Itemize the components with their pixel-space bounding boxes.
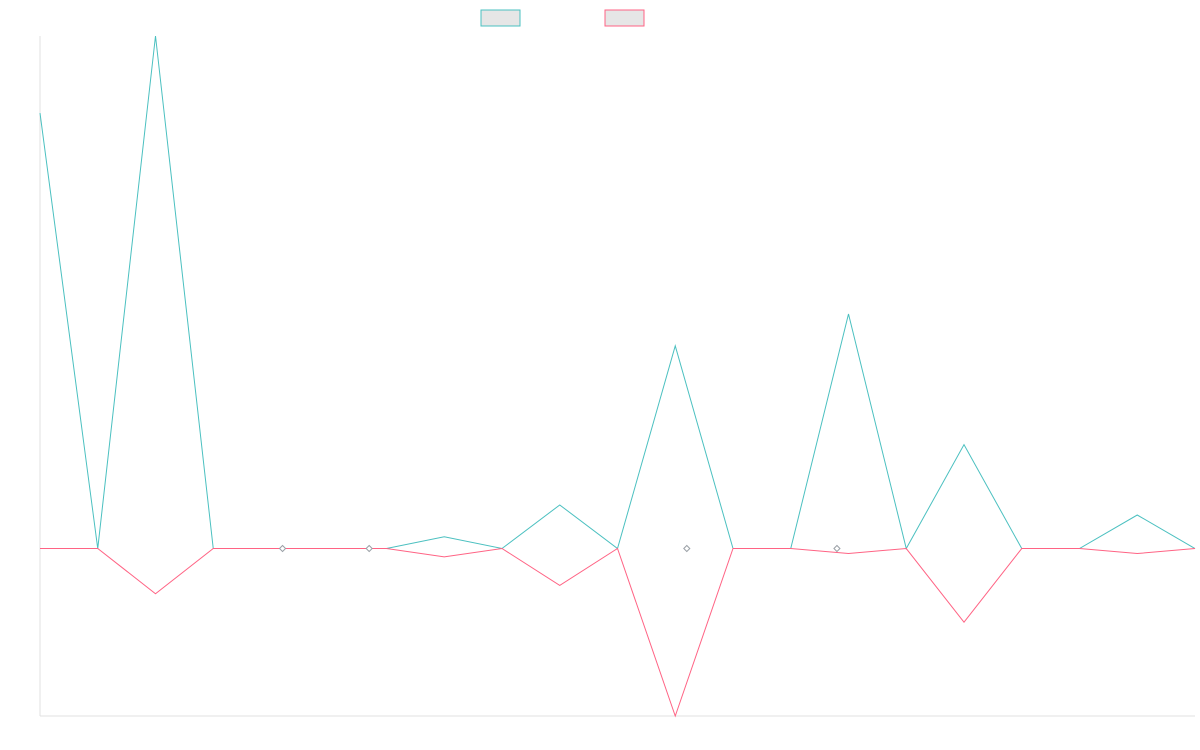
legend bbox=[480, 9, 645, 27]
series-line-1 bbox=[39, 35, 1196, 550]
axes bbox=[39, 36, 1195, 717]
series-line-2 bbox=[40, 547, 1196, 718]
series-layer bbox=[39, 35, 1196, 718]
legend-swatch-2[interactable] bbox=[604, 9, 645, 27]
baseline-marker-4[interactable] bbox=[833, 544, 841, 553]
baseline-marker-1[interactable] bbox=[278, 544, 287, 553]
legend-swatch-1[interactable] bbox=[480, 9, 521, 27]
baseline-marker-2[interactable] bbox=[365, 544, 373, 553]
baseline-marker-3[interactable] bbox=[683, 544, 691, 553]
markers-layer bbox=[278, 544, 841, 553]
